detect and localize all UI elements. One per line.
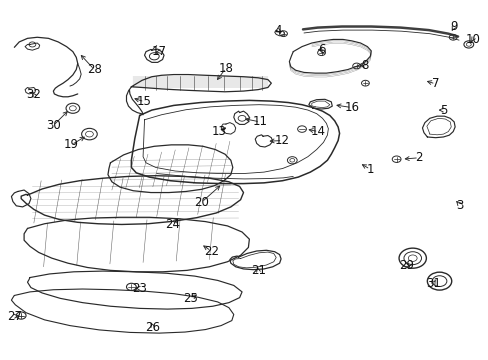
Text: 9: 9 bbox=[449, 20, 457, 33]
Text: 4: 4 bbox=[273, 24, 281, 37]
Text: 19: 19 bbox=[64, 138, 79, 151]
Text: 25: 25 bbox=[183, 292, 198, 305]
Text: 6: 6 bbox=[317, 42, 325, 55]
Text: 32: 32 bbox=[26, 88, 41, 101]
Text: 31: 31 bbox=[426, 277, 440, 290]
Text: 26: 26 bbox=[145, 320, 160, 333]
Text: 5: 5 bbox=[439, 104, 446, 117]
Text: 20: 20 bbox=[194, 196, 208, 209]
Text: 17: 17 bbox=[151, 45, 166, 58]
Text: 13: 13 bbox=[211, 125, 226, 138]
Text: 12: 12 bbox=[274, 134, 289, 147]
Text: 11: 11 bbox=[252, 116, 267, 129]
Text: 1: 1 bbox=[366, 163, 373, 176]
Text: 22: 22 bbox=[203, 244, 219, 257]
Text: 29: 29 bbox=[398, 259, 413, 272]
Text: 7: 7 bbox=[431, 77, 439, 90]
Text: 18: 18 bbox=[218, 62, 233, 75]
Text: 24: 24 bbox=[164, 218, 180, 231]
Text: 10: 10 bbox=[464, 33, 479, 46]
Text: 15: 15 bbox=[137, 95, 152, 108]
Text: 2: 2 bbox=[414, 151, 422, 164]
Text: 21: 21 bbox=[250, 264, 265, 277]
Text: 28: 28 bbox=[87, 63, 102, 76]
Text: 14: 14 bbox=[310, 125, 325, 138]
Text: 16: 16 bbox=[344, 101, 359, 114]
Text: 8: 8 bbox=[361, 59, 368, 72]
Text: 27: 27 bbox=[7, 310, 22, 323]
Text: 30: 30 bbox=[46, 119, 61, 132]
Text: 23: 23 bbox=[132, 282, 147, 295]
Text: 3: 3 bbox=[455, 199, 463, 212]
